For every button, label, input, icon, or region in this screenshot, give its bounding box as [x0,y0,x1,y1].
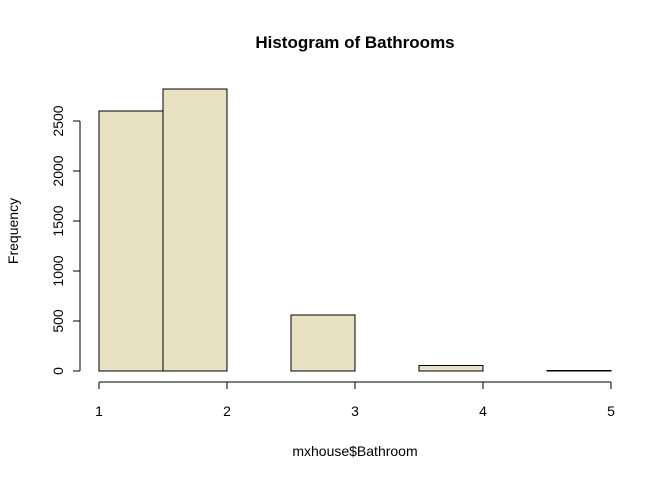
x-tick-label-3: 4 [479,403,487,419]
y-tick-label-0: 0 [50,367,66,375]
histogram-bar-1 [162,88,228,372]
x-tick-label-0: 1 [95,403,103,419]
y-tick-label-1: 500 [50,309,66,333]
y-tick-label-3: 1500 [50,205,66,236]
x-tick-label-4: 5 [607,403,615,419]
histogram-bar-3 [290,314,356,372]
y-axis: 0 500 1000 1500 2000 2500 [50,105,81,375]
x-tick-label-2: 3 [351,403,359,419]
y-tick-label-5: 2500 [50,105,66,136]
y-tick-label-4: 2000 [50,155,66,186]
histogram-bar-5 [418,365,484,372]
bars-group [98,88,612,372]
y-tick-label-2: 1000 [50,255,66,286]
x-tick-label-1: 2 [223,403,231,419]
histogram-bar-7 [546,370,612,372]
y-axis-label: Frequency [5,198,21,264]
x-axis: 1 2 3 4 5 [95,381,615,419]
chart-title: Histogram of Bathrooms [255,33,454,52]
x-axis-label: mxhouse$Bathroom [292,443,417,459]
histogram-bar-0 [98,110,164,372]
